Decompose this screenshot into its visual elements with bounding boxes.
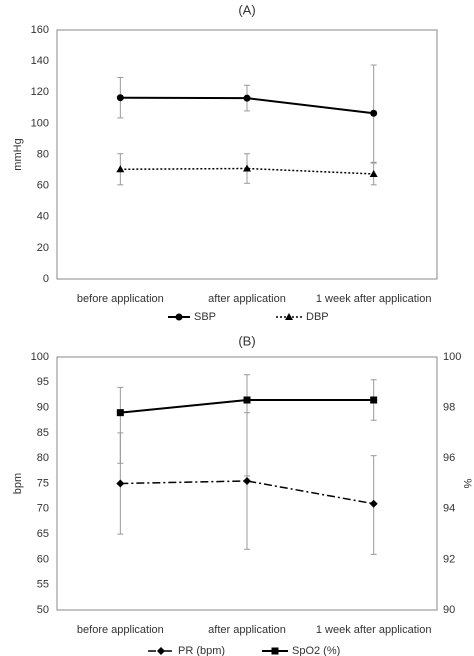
p2-xtick-label: after application bbox=[208, 624, 286, 636]
p1-xtick-label: 1 week after application bbox=[316, 293, 432, 305]
p1-ytick-label: 80 bbox=[37, 148, 49, 160]
p1-xtick-label: after application bbox=[208, 293, 286, 305]
p1-ytick-label: 120 bbox=[31, 86, 49, 98]
p2-ytick-label: 60 bbox=[37, 553, 49, 565]
p1-series-2-point bbox=[369, 169, 378, 177]
p2-y2tick-label: 92 bbox=[443, 553, 455, 565]
p2-series-1-point bbox=[116, 479, 125, 488]
p1-legend-marker-2 bbox=[285, 313, 293, 320]
p1-ytick-label: 140 bbox=[31, 55, 49, 67]
p2-ytick-label: 70 bbox=[37, 503, 49, 515]
p2-y2tick-label: 100 bbox=[443, 351, 461, 363]
p1-series-2-point bbox=[243, 164, 251, 172]
p2-legend-label-2: SpO2 (%) bbox=[292, 645, 340, 656]
p2-ytick-label: 50 bbox=[37, 604, 49, 616]
p2-title: (B) bbox=[238, 333, 255, 348]
p1-ytick-label: 40 bbox=[37, 211, 49, 223]
p2-series-2-point bbox=[370, 396, 378, 404]
p2-y2tick-label: 90 bbox=[443, 604, 455, 616]
p1-ytick-label: 20 bbox=[37, 242, 49, 254]
p2-ytick-label: 65 bbox=[37, 528, 49, 540]
p2-series-1-point bbox=[243, 476, 251, 485]
p2-ylabel: bpm bbox=[12, 473, 24, 494]
p2-y2tick-label: 98 bbox=[443, 402, 455, 414]
p2-y2tick-label: 94 bbox=[443, 503, 455, 515]
p2-legend-marker-1 bbox=[157, 647, 165, 655]
p2-legend-marker-2 bbox=[271, 647, 279, 655]
p1-ytick-label: 60 bbox=[37, 180, 49, 192]
p2-ytick-label: 100 bbox=[31, 351, 49, 363]
p1-plot-frame bbox=[56, 29, 438, 280]
p1-legend-label-1: SBP bbox=[194, 311, 216, 323]
p1-legend-label-2: DBP bbox=[306, 311, 329, 323]
p2-plot-frame bbox=[56, 356, 438, 611]
p1-series-1-point bbox=[243, 94, 251, 102]
p1-series-2-point bbox=[116, 165, 125, 173]
p2-series-2-point bbox=[116, 409, 124, 417]
p2-xtick-label: before application bbox=[77, 624, 164, 636]
p1-series-1-point bbox=[116, 94, 124, 102]
p1-ytick-label: 100 bbox=[31, 117, 49, 129]
p2-ytick-label: 75 bbox=[37, 477, 49, 489]
p1-series-1-point bbox=[370, 109, 378, 117]
p2-ytick-label: 90 bbox=[37, 402, 49, 414]
p2-xtick-label: 1 week after application bbox=[316, 624, 432, 636]
p2-ytick-label: 80 bbox=[37, 452, 49, 464]
p2-legend-label-1: PR (bpm) bbox=[178, 645, 225, 656]
p2-ytick-label: 95 bbox=[37, 376, 49, 388]
p2-series-2-point bbox=[243, 396, 251, 404]
p1-ytick-label: 160 bbox=[31, 24, 49, 36]
p2-y2label: % bbox=[461, 479, 473, 489]
p2-ytick-label: 55 bbox=[37, 579, 49, 591]
p2-series-1-line bbox=[120, 480, 374, 505]
p1-title: (A) bbox=[238, 2, 255, 17]
p2-ytick-label: 85 bbox=[37, 427, 49, 439]
p1-xtick-label: before application bbox=[77, 293, 164, 305]
p2-series-1-point bbox=[369, 499, 378, 508]
p1-legend-marker-1 bbox=[175, 313, 183, 321]
p1-ylabel: mmHg bbox=[12, 138, 24, 170]
p1-ytick-label: 0 bbox=[43, 273, 49, 285]
p2-y2tick-label: 96 bbox=[443, 452, 455, 464]
